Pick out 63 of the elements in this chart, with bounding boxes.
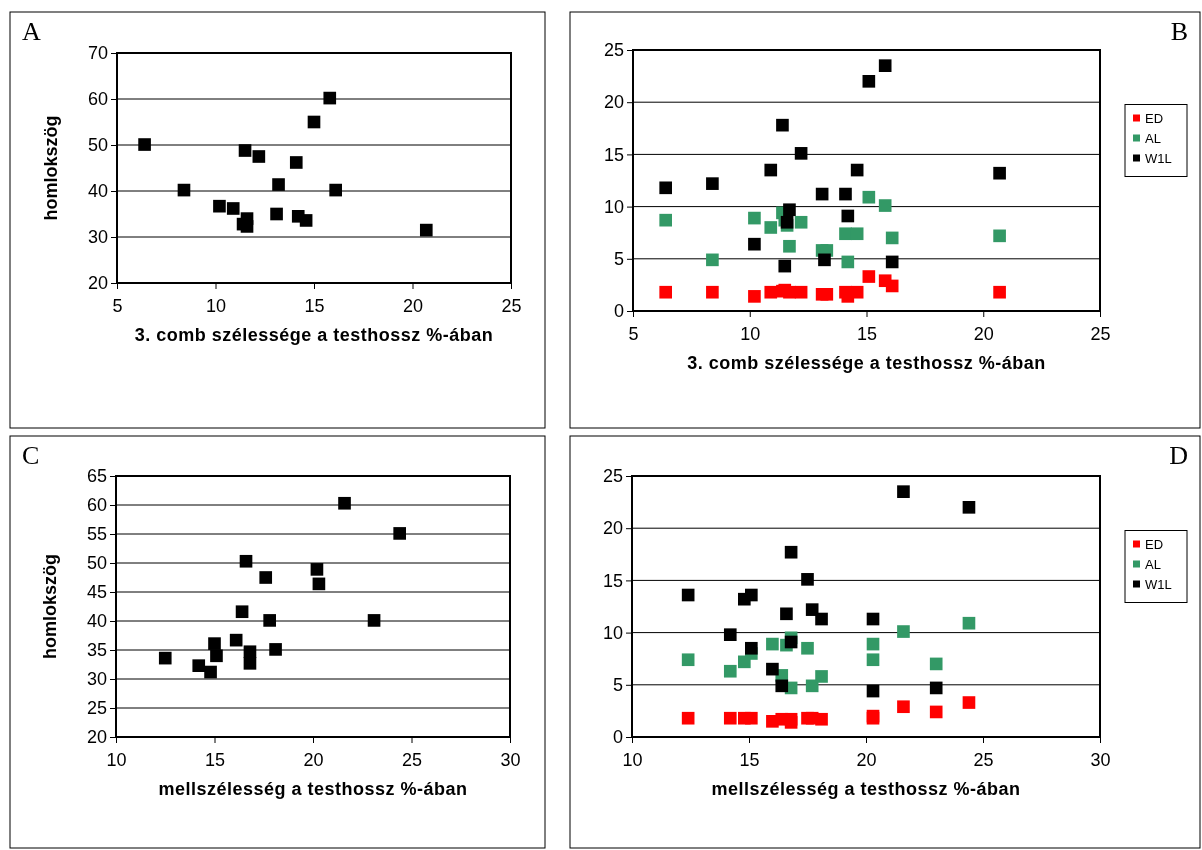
x-tick-label: 20 <box>402 295 424 316</box>
y-tick-label: 25 <box>86 698 107 719</box>
text: B <box>1170 17 1188 46</box>
text: A <box>22 17 41 46</box>
y-tick-label: 20 <box>87 273 108 294</box>
text: C <box>22 441 40 470</box>
y-tick-label: 50 <box>87 135 108 156</box>
y-tick-label: 50 <box>86 553 107 574</box>
y-tick-label: 0 <box>612 727 623 748</box>
y-tick-label: 25 <box>602 466 623 487</box>
y-tick-label: 30 <box>87 227 108 248</box>
x-axis-title: mellszélesség a testhossz %-ában <box>711 779 1021 799</box>
x-tick-label: 30 <box>500 749 521 770</box>
x-axis-title: 3. comb szélessége a testhossz %-ában <box>687 353 1046 373</box>
y-tick-label: 20 <box>602 518 623 539</box>
x-tick-label: 20 <box>303 749 324 770</box>
x-tick-label: 15 <box>739 749 760 770</box>
y-axis-title: homlokszög <box>40 553 60 660</box>
x-tick-label: 25 <box>973 749 994 770</box>
legend-label: AL <box>1145 556 1161 572</box>
x-tick-label: 25 <box>401 749 423 770</box>
x-tick-label: 25 <box>1090 323 1111 344</box>
x-tick-label: 25 <box>501 295 522 316</box>
y-tick-label: 5 <box>613 249 624 270</box>
y-tick-label: 35 <box>86 640 107 661</box>
legend-label: ED <box>1145 536 1164 552</box>
x-tick-label: 15 <box>856 323 878 344</box>
y-tick-label: 60 <box>86 495 107 516</box>
x-tick-label: 20 <box>973 323 994 344</box>
y-tick-label: 70 <box>87 43 108 64</box>
y-tick-label: 0 <box>613 301 624 322</box>
y-tick-label: 15 <box>602 570 623 591</box>
x-tick-label: 10 <box>205 295 227 316</box>
y-tick-label: 45 <box>86 582 107 603</box>
y-tick-label: 65 <box>86 466 107 487</box>
x-tick-label: 15 <box>204 749 226 770</box>
x-tick-label: 5 <box>628 323 639 344</box>
x-tick-label: 15 <box>304 295 325 316</box>
legend-label: AL <box>1145 130 1161 146</box>
y-tick-label: 40 <box>87 181 108 202</box>
legend-label: W1L <box>1145 150 1172 166</box>
y-tick-label: 60 <box>87 89 108 110</box>
y-tick-label: 40 <box>86 611 107 632</box>
x-tick-label: 30 <box>1090 749 1111 770</box>
x-tick-label: 5 <box>112 295 123 316</box>
y-axis-title: homlokszög <box>41 115 61 221</box>
x-tick-label: 10 <box>740 323 761 344</box>
x-axis-title: mellszélesség a testhossz %-ában <box>158 779 468 799</box>
y-tick-label: 20 <box>603 92 624 113</box>
x-tick-label: 10 <box>106 749 127 770</box>
y-tick-label: 15 <box>603 144 624 165</box>
y-tick-label: 30 <box>86 669 107 690</box>
y-tick-label: 25 <box>603 40 624 61</box>
x-tick-label: 20 <box>856 749 877 770</box>
x-axis-title: 3. comb szélessége a testhossz %-ában <box>134 325 494 345</box>
legend-label: W1L <box>1145 576 1172 592</box>
y-tick-label: 5 <box>612 675 623 696</box>
text: D <box>1169 441 1188 470</box>
y-tick-label: 10 <box>602 622 623 643</box>
legend-label: ED <box>1145 110 1164 126</box>
y-tick-label: 20 <box>86 727 107 748</box>
y-tick-label: 55 <box>86 524 107 545</box>
y-tick-label: 10 <box>603 196 624 217</box>
